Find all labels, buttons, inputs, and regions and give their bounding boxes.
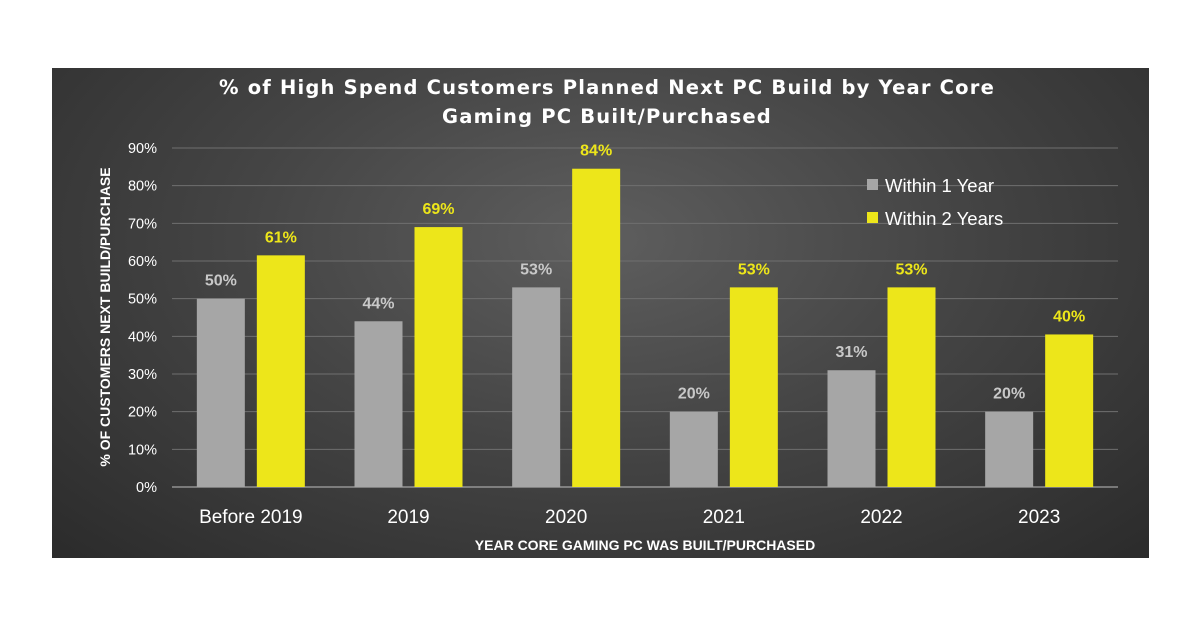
bar-within-2-years (887, 287, 936, 487)
chart-panel: % of High Spend Customers Planned Next P… (52, 68, 1149, 558)
x-tick-label: Before 2019 (199, 507, 303, 528)
bar-within-1-year (669, 411, 718, 487)
bar-within-1-year (827, 370, 876, 487)
data-label-within-1-year: 50% (205, 273, 237, 290)
x-tick-label: 2019 (387, 507, 429, 528)
data-label-within-1-year: 44% (362, 295, 394, 312)
data-label-within-2-years: 53% (738, 261, 770, 278)
chart-title-line-1: % of High Spend Customers Planned Next P… (219, 76, 995, 99)
x-tick-label: 2023 (1018, 507, 1060, 528)
y-axis-title: % OF CUSTOMERS NEXT BUILD/PURCHASE (97, 167, 113, 466)
y-tick-label: 0% (136, 480, 157, 496)
bar-within-1-year (354, 321, 403, 487)
gridlines (172, 147, 1118, 488)
legend: Within 1 Year Within 2 Years (867, 175, 1003, 229)
x-tick-label: 2020 (545, 507, 587, 528)
data-label-within-2-years: 69% (422, 201, 454, 218)
bar-within-2-years (1045, 334, 1094, 487)
y-tick-label: 20% (128, 405, 157, 421)
y-tick-label: 70% (128, 216, 157, 232)
data-label-within-1-year: 53% (520, 261, 552, 278)
y-tick-label: 40% (128, 329, 157, 345)
bar-within-2-years (256, 255, 305, 487)
y-tick-label: 60% (128, 254, 157, 270)
y-tick-label: 90% (128, 141, 157, 157)
data-label-within-2-years: 84% (580, 143, 612, 160)
bars: 50% 61% 44% 69% 53% 84% 20% 53% 31% 53% 20% 40% (196, 143, 1094, 487)
data-label-within-2-years: 53% (895, 261, 927, 278)
x-tick-label: 2021 (703, 507, 745, 528)
data-label-within-2-years: 61% (265, 229, 297, 246)
data-label-within-1-year: 20% (993, 386, 1025, 403)
y-tick-label: 10% (128, 442, 157, 458)
legend-swatch-within-1-year (867, 179, 878, 190)
bar-within-2-years (729, 287, 778, 487)
data-label-within-2-years: 40% (1053, 308, 1085, 325)
x-axis-title: YEAR CORE GAMING PC WAS BUILT/PURCHASED (475, 537, 815, 553)
bar-chart: % of High Spend Customers Planned Next P… (97, 76, 1118, 553)
x-axis-ticks: Before 2019 2019 2020 2021 2022 2023 (199, 507, 1060, 528)
data-label-within-1-year: 31% (835, 344, 867, 361)
chart-title-line-2: Gaming PC Built/Purchased (442, 105, 772, 128)
y-tick-label: 80% (128, 179, 157, 195)
bar-within-1-year (196, 298, 245, 487)
bar-within-2-years (572, 168, 621, 487)
bar-within-2-years (414, 227, 463, 487)
data-label-within-1-year: 20% (678, 386, 710, 403)
bar-within-1-year (985, 411, 1034, 487)
legend-swatch-within-2-years (867, 212, 878, 223)
y-axis-ticks: 0% 10% 20% 30% 40% 50% 60% 70% 80% 90% (128, 141, 157, 496)
y-tick-label: 30% (128, 367, 157, 383)
legend-label-within-1-year: Within 1 Year (885, 175, 994, 196)
x-tick-label: 2022 (860, 507, 902, 528)
bar-within-1-year (512, 287, 561, 487)
legend-label-within-2-years: Within 2 Years (885, 208, 1003, 229)
y-tick-label: 50% (128, 292, 157, 308)
